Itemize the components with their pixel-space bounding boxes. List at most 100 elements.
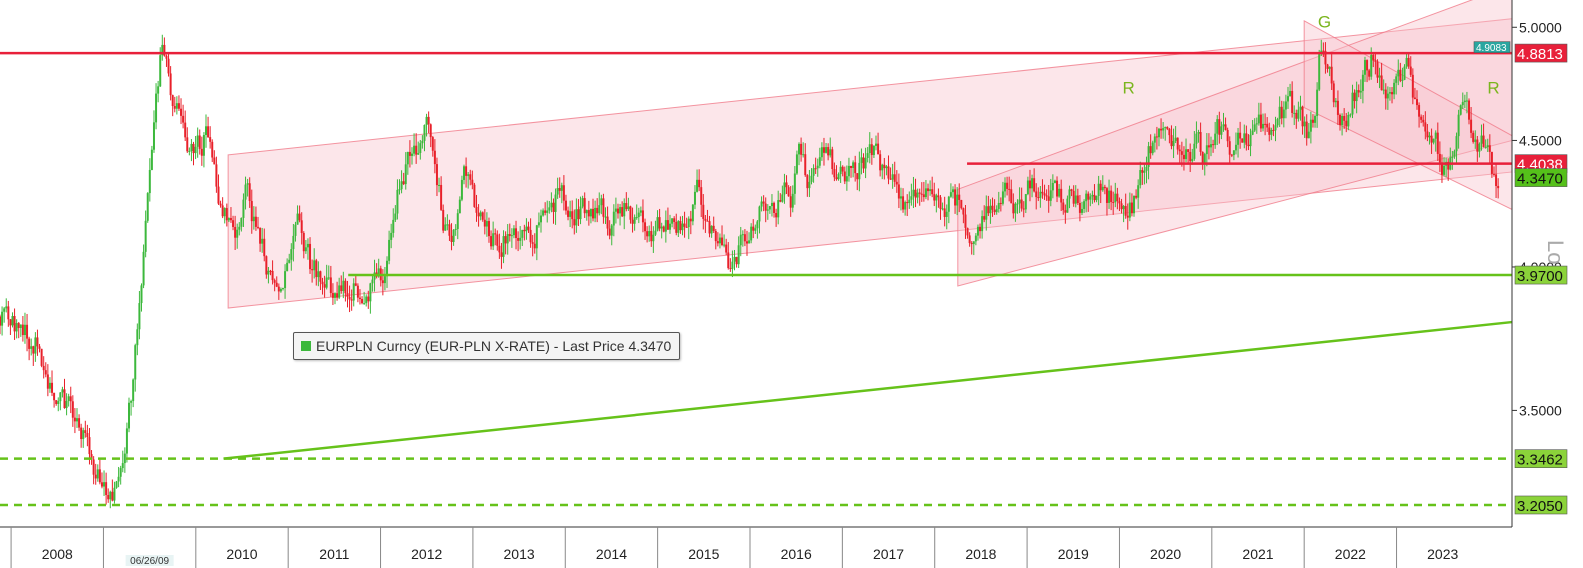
candle-body bbox=[5, 306, 8, 309]
candle-body bbox=[1345, 120, 1348, 127]
candle-body bbox=[323, 284, 326, 288]
candle-body bbox=[960, 199, 963, 209]
candle-body bbox=[1309, 119, 1312, 132]
candle-body bbox=[21, 324, 24, 336]
candle-body bbox=[1105, 188, 1108, 203]
candle-body bbox=[1492, 173, 1495, 175]
annotation-g-2: G bbox=[1318, 12, 1331, 31]
candle-body bbox=[211, 141, 214, 158]
candle-body bbox=[1353, 92, 1356, 102]
candle-body bbox=[1128, 202, 1131, 218]
candle-body bbox=[1218, 119, 1221, 135]
candle-body bbox=[1324, 50, 1327, 65]
candle-body bbox=[841, 166, 844, 172]
candle-body bbox=[240, 217, 243, 227]
candle-body bbox=[1210, 144, 1213, 148]
candle-body bbox=[117, 476, 120, 482]
candle-body bbox=[1080, 208, 1083, 213]
candle-body bbox=[739, 234, 742, 246]
candle-body bbox=[242, 199, 245, 218]
candle-body bbox=[377, 268, 380, 277]
candle-body bbox=[798, 143, 801, 155]
candle-body bbox=[1430, 135, 1433, 143]
candle-body bbox=[415, 145, 418, 155]
candle-body bbox=[1405, 57, 1408, 67]
candle-body bbox=[55, 400, 58, 404]
candle-body bbox=[825, 147, 828, 153]
candle-body bbox=[204, 126, 207, 135]
candle-body bbox=[675, 221, 678, 233]
candle-body bbox=[1470, 119, 1473, 133]
candle-body bbox=[1037, 197, 1040, 199]
candle-body bbox=[65, 400, 68, 409]
candle-body bbox=[1020, 199, 1023, 209]
candle-body bbox=[1216, 119, 1219, 134]
candle-body bbox=[103, 482, 106, 487]
candle-body bbox=[142, 251, 145, 286]
candle-body bbox=[1380, 75, 1383, 91]
candle-body bbox=[433, 150, 436, 165]
candle-body bbox=[783, 182, 786, 195]
candle-body bbox=[338, 285, 341, 298]
candle-body bbox=[1212, 144, 1215, 146]
candle-body bbox=[1143, 170, 1146, 173]
candle-body bbox=[1164, 127, 1167, 129]
candle-body bbox=[1022, 208, 1025, 210]
candle-body bbox=[1391, 92, 1394, 95]
candle-body bbox=[1262, 123, 1265, 129]
candle-body bbox=[835, 177, 838, 180]
candle-body bbox=[390, 232, 393, 240]
candle-body bbox=[1384, 89, 1387, 99]
candle-body bbox=[398, 189, 401, 191]
candle-body bbox=[234, 226, 237, 238]
candle-body bbox=[1461, 102, 1464, 106]
candle-body bbox=[1336, 100, 1339, 115]
candle-body bbox=[1066, 198, 1069, 213]
candle-body bbox=[521, 229, 524, 238]
candle-body bbox=[976, 226, 979, 236]
candle-body bbox=[483, 219, 486, 227]
candle-body bbox=[562, 185, 565, 201]
candle-body bbox=[123, 453, 126, 464]
candle-body bbox=[1193, 143, 1196, 159]
candle-body bbox=[941, 208, 944, 210]
candle-body bbox=[743, 234, 746, 242]
y-tick-label: 5.0000 bbox=[1519, 19, 1562, 35]
candle-body bbox=[59, 392, 62, 402]
candle-body bbox=[517, 238, 520, 241]
candle-body bbox=[313, 260, 316, 271]
candle-body bbox=[267, 270, 270, 275]
candle-body bbox=[334, 293, 337, 298]
candle-body bbox=[745, 241, 748, 244]
candle-body bbox=[972, 241, 975, 244]
candle-body bbox=[766, 209, 769, 211]
candle-body bbox=[870, 144, 873, 156]
candle-body bbox=[1207, 145, 1210, 148]
candle-body bbox=[1407, 57, 1410, 67]
candle-body bbox=[1203, 154, 1206, 164]
candle-body bbox=[1141, 170, 1144, 173]
candle-body bbox=[458, 199, 461, 214]
candle-body bbox=[993, 209, 996, 213]
candle-body bbox=[144, 220, 147, 252]
candle-body bbox=[1316, 89, 1319, 117]
candle-body bbox=[408, 151, 411, 156]
candle-body bbox=[625, 203, 628, 210]
candle-body bbox=[485, 221, 488, 227]
candle-body bbox=[1014, 203, 1017, 214]
candle-body bbox=[1028, 180, 1031, 189]
candle-body bbox=[492, 233, 495, 247]
candle-body bbox=[469, 174, 472, 180]
candle-body bbox=[1422, 119, 1425, 123]
candle-body bbox=[173, 106, 176, 109]
candle-body bbox=[246, 183, 249, 185]
candle-body bbox=[350, 299, 353, 301]
candle-body bbox=[1432, 138, 1435, 143]
candle-body bbox=[306, 243, 309, 248]
candle-body bbox=[438, 184, 441, 186]
candle-body bbox=[1272, 129, 1275, 131]
candle-body bbox=[1076, 195, 1079, 204]
candle-body bbox=[627, 206, 630, 210]
candle-body bbox=[733, 256, 736, 262]
candle-body bbox=[641, 210, 644, 223]
